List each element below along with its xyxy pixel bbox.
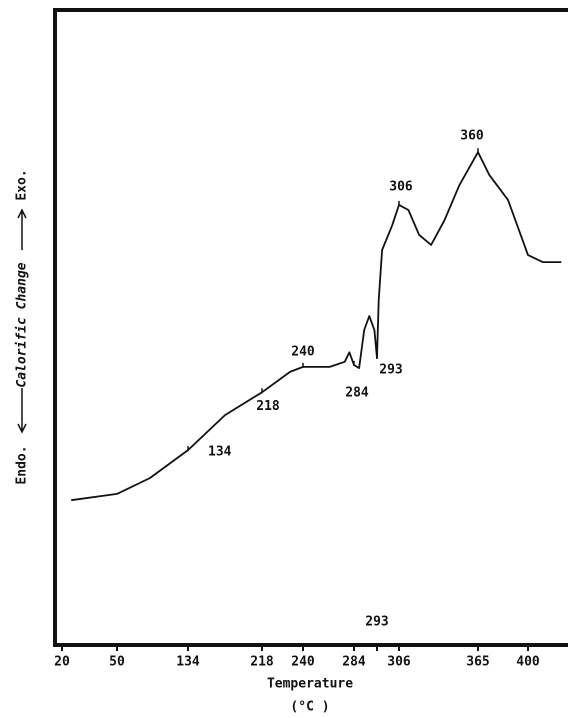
x-tick-label: 134 [176,655,200,670]
annotation-label: 218 [256,399,280,414]
x-tick-label: 20 [54,655,70,670]
annotation-label: 293 [379,362,402,377]
annotation-label: 284 [345,385,369,400]
x-tick-label: 240 [291,655,315,670]
x-axis-label: Temperature [267,677,353,692]
annotation-label: 240 [291,344,315,359]
x-tick-label: 306 [387,655,411,670]
x-tick-label: 400 [516,655,540,670]
x-tick-label: 293 [365,615,388,630]
y-axis-exo: Exo. [15,169,30,200]
annotation-label: 360 [460,129,484,144]
plot-frame [53,8,568,647]
x-tick-label: 218 [250,655,274,670]
exo-arrow [17,208,27,250]
annotation-label: 134 [208,445,232,460]
dta-curve [71,151,562,502]
annotation-label: 306 [389,179,413,194]
x-axis-unit: (°C ) [290,700,329,715]
x-tick-label: 284 [342,655,366,670]
y-axis-label: Calorific Change [15,262,30,387]
endo-arrow [17,388,27,434]
y-axis-endo: Endo. [15,445,30,484]
x-tick-label: 50 [109,655,125,670]
x-tick-label: 365 [466,655,489,670]
